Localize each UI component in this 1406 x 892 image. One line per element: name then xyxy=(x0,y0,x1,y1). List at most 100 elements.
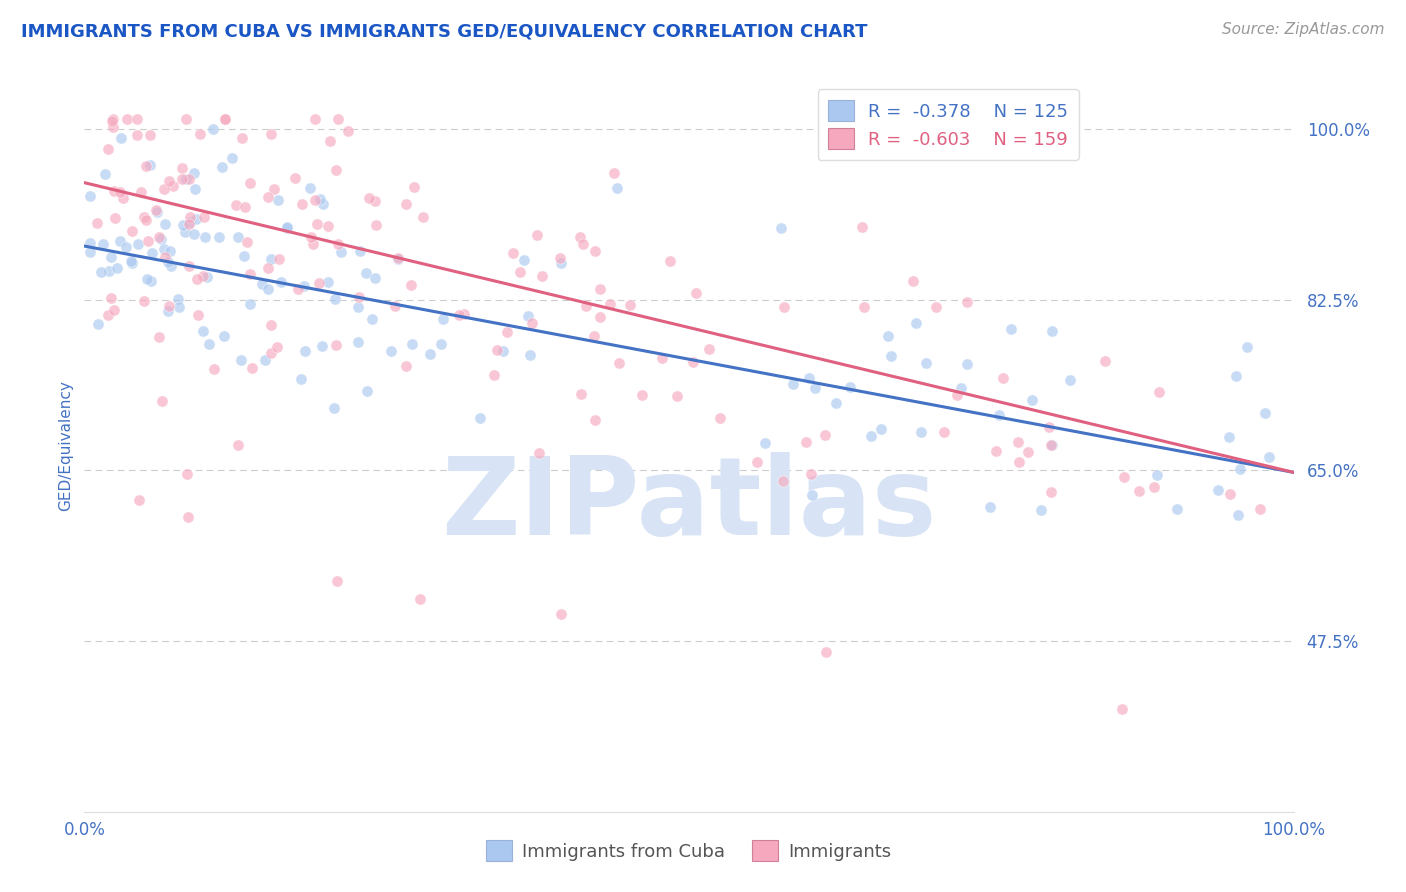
Point xyxy=(550,607,572,622)
Point xyxy=(184,211,207,226)
Point xyxy=(934,425,956,440)
Point xyxy=(1149,384,1171,399)
Point xyxy=(260,127,283,141)
Point xyxy=(225,198,247,212)
Point xyxy=(1038,420,1060,434)
Point xyxy=(394,359,416,373)
Point xyxy=(141,246,163,260)
Point xyxy=(108,234,131,248)
Point xyxy=(287,282,309,296)
Point xyxy=(412,210,434,224)
Point xyxy=(347,290,370,304)
Point xyxy=(150,231,173,245)
Point xyxy=(148,230,170,244)
Point xyxy=(79,189,101,203)
Point xyxy=(384,299,406,313)
Point xyxy=(709,411,731,425)
Point xyxy=(880,349,903,363)
Point xyxy=(1146,468,1168,483)
Point xyxy=(94,167,117,181)
Point xyxy=(177,217,200,231)
Point xyxy=(1166,502,1188,516)
Point xyxy=(290,372,312,386)
Legend: Immigrants from Cuba, Immigrants: Immigrants from Cuba, Immigrants xyxy=(479,833,898,869)
Point xyxy=(103,120,125,134)
Point xyxy=(1229,462,1251,476)
Point xyxy=(257,282,280,296)
Point xyxy=(1017,445,1039,459)
Point xyxy=(131,186,153,200)
Point xyxy=(183,166,205,180)
Point xyxy=(127,237,149,252)
Point xyxy=(188,127,211,141)
Point xyxy=(903,274,925,288)
Point xyxy=(851,220,873,235)
Point xyxy=(87,317,110,331)
Point xyxy=(184,182,207,196)
Point xyxy=(366,218,388,232)
Point xyxy=(682,354,704,368)
Point xyxy=(401,337,423,351)
Point xyxy=(170,172,193,186)
Point xyxy=(569,387,592,401)
Point xyxy=(226,438,249,452)
Point xyxy=(770,221,793,235)
Point xyxy=(349,244,371,258)
Point xyxy=(380,343,402,358)
Point xyxy=(304,193,326,207)
Point xyxy=(589,282,612,296)
Point xyxy=(825,396,848,410)
Point xyxy=(299,230,322,244)
Point xyxy=(101,113,124,128)
Point xyxy=(98,264,121,278)
Point xyxy=(495,325,517,339)
Point xyxy=(153,182,176,196)
Point xyxy=(193,210,215,224)
Point xyxy=(630,388,652,402)
Point xyxy=(231,131,253,145)
Point xyxy=(513,253,536,268)
Point xyxy=(651,351,673,365)
Point xyxy=(162,179,184,194)
Point xyxy=(772,474,794,488)
Point xyxy=(993,370,1015,384)
Point xyxy=(159,244,181,259)
Point xyxy=(150,393,173,408)
Point xyxy=(214,112,236,127)
Point xyxy=(267,193,290,207)
Point xyxy=(336,124,359,138)
Text: Source: ZipAtlas.com: Source: ZipAtlas.com xyxy=(1222,22,1385,37)
Point xyxy=(356,384,378,398)
Point xyxy=(236,235,259,250)
Point xyxy=(110,131,132,145)
Point xyxy=(266,340,288,354)
Point xyxy=(583,328,606,343)
Point xyxy=(186,272,208,286)
Point xyxy=(447,308,470,322)
Point xyxy=(588,310,610,324)
Point xyxy=(311,339,333,353)
Point xyxy=(79,235,101,250)
Point xyxy=(323,292,346,306)
Point xyxy=(509,264,531,278)
Point xyxy=(316,276,339,290)
Point xyxy=(1249,501,1271,516)
Point xyxy=(239,176,262,190)
Point xyxy=(1059,373,1081,387)
Point xyxy=(1111,702,1133,716)
Point xyxy=(263,182,285,196)
Point xyxy=(419,347,441,361)
Point xyxy=(201,122,224,136)
Point xyxy=(97,142,120,156)
Point xyxy=(357,191,380,205)
Point xyxy=(984,444,1007,458)
Point xyxy=(404,180,426,194)
Point xyxy=(100,250,122,264)
Point xyxy=(492,343,515,358)
Point xyxy=(485,343,508,357)
Point xyxy=(172,218,194,232)
Point xyxy=(156,255,179,269)
Point xyxy=(214,112,236,127)
Point xyxy=(174,112,197,127)
Point xyxy=(212,328,235,343)
